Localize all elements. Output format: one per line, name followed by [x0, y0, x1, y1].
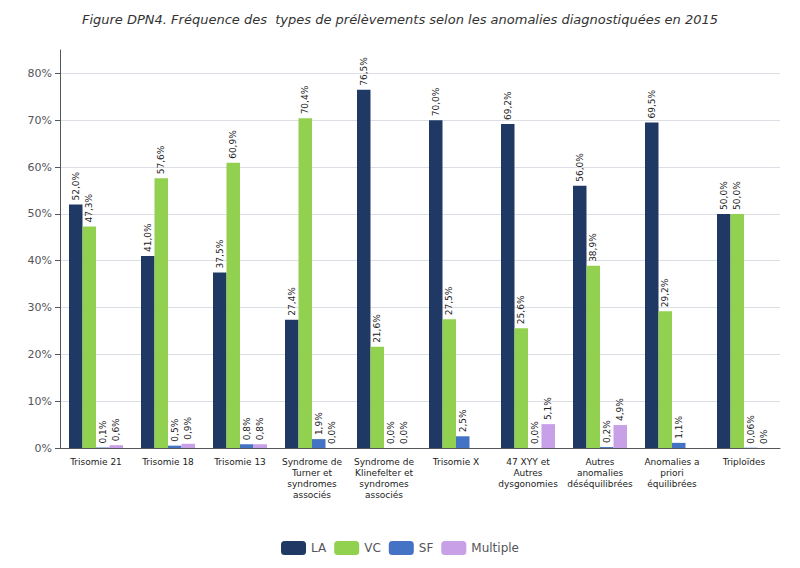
svg-text:29,2%: 29,2% — [660, 278, 670, 307]
svg-text:70,4%: 70,4% — [300, 85, 310, 114]
svg-text:Autres: Autres — [513, 468, 542, 478]
svg-text:Trisomie 13: Trisomie 13 — [213, 457, 266, 467]
svg-text:80%: 80% — [28, 67, 52, 80]
svg-text:25,6%: 25,6% — [516, 295, 526, 324]
svg-text:déséquilibrées: déséquilibrées — [567, 479, 633, 489]
svg-text:4,9%: 4,9% — [615, 398, 625, 421]
svg-text:associés: associés — [365, 490, 403, 500]
svg-text:1,9%: 1,9% — [314, 412, 324, 435]
svg-text:2,5%: 2,5% — [458, 409, 468, 432]
svg-text:0,9%: 0,9% — [183, 416, 193, 439]
svg-text:57,6%: 57,6% — [156, 145, 166, 174]
svg-text:Figure DPN4. Fréquence des ty: Figure DPN4. Fréquence des types de prél… — [82, 12, 718, 27]
svg-text:30%: 30% — [28, 301, 52, 314]
svg-text:Trisomie 21: Trisomie 21 — [69, 457, 122, 467]
svg-text:20%: 20% — [28, 348, 52, 361]
svg-text:0,1%: 0,1% — [98, 420, 108, 443]
svg-text:76,5%: 76,5% — [359, 57, 369, 86]
svg-text:0,6%: 0,6% — [111, 418, 121, 441]
svg-text:0%: 0% — [759, 429, 769, 444]
svg-text:syndromes: syndromes — [359, 479, 409, 489]
svg-text:Trisomie X: Trisomie X — [432, 457, 479, 467]
svg-text:40%: 40% — [28, 254, 52, 267]
svg-text:dysgonomies: dysgonomies — [498, 479, 558, 489]
svg-text:27,4%: 27,4% — [287, 287, 297, 316]
svg-text:0,0%: 0,0% — [386, 421, 396, 444]
svg-text:0,2%: 0,2% — [602, 420, 612, 443]
svg-text:0%: 0% — [35, 442, 52, 455]
svg-text:Multiple: Multiple — [471, 541, 519, 555]
svg-text:Triploïdes: Triploïdes — [722, 457, 766, 467]
svg-text:équilibrées: équilibrées — [647, 479, 697, 489]
svg-text:0,8%: 0,8% — [242, 417, 252, 440]
svg-text:50,0%: 50,0% — [732, 181, 742, 210]
svg-text:60%: 60% — [28, 161, 52, 174]
svg-text:Syndrome de: Syndrome de — [282, 457, 342, 467]
svg-text:syndromes: syndromes — [287, 479, 337, 489]
svg-text:27,5%: 27,5% — [444, 286, 454, 315]
svg-text:5,1%: 5,1% — [543, 397, 553, 420]
svg-text:0,0%: 0,0% — [327, 421, 337, 444]
svg-text:47 XYY et: 47 XYY et — [506, 457, 550, 467]
svg-text:50%: 50% — [28, 207, 52, 220]
svg-text:associés: associés — [293, 490, 331, 500]
svg-text:69,2%: 69,2% — [503, 91, 513, 120]
svg-text:VC: VC — [364, 541, 381, 555]
svg-text:50,0%: 50,0% — [719, 181, 729, 210]
svg-text:21,6%: 21,6% — [372, 314, 382, 343]
svg-text:52,0%: 52,0% — [71, 171, 81, 200]
svg-text:LA: LA — [311, 541, 327, 555]
svg-text:0,06%: 0,06% — [746, 415, 756, 444]
svg-text:Klinefelter et: Klinefelter et — [355, 468, 414, 478]
svg-text:anomalies: anomalies — [577, 468, 624, 478]
svg-text:70%: 70% — [28, 114, 52, 127]
svg-text:priori: priori — [660, 468, 684, 478]
svg-text:Syndrome de: Syndrome de — [354, 457, 414, 467]
svg-text:Trisomie 18: Trisomie 18 — [141, 457, 194, 467]
svg-text:0,5%: 0,5% — [170, 418, 180, 441]
svg-text:Anomalies a: Anomalies a — [644, 457, 699, 467]
svg-text:0,0%: 0,0% — [399, 421, 409, 444]
svg-text:47,3%: 47,3% — [84, 193, 94, 222]
svg-text:69,5%: 69,5% — [647, 90, 657, 119]
svg-text:37,5%: 37,5% — [215, 239, 225, 268]
svg-text:56,0%: 56,0% — [575, 153, 585, 182]
svg-text:SF: SF — [419, 541, 434, 555]
svg-text:Autres: Autres — [585, 457, 614, 467]
svg-text:0,8%: 0,8% — [255, 417, 265, 440]
svg-text:Turner et: Turner et — [291, 468, 333, 478]
svg-text:1,1%: 1,1% — [674, 416, 684, 439]
svg-text:0,0%: 0,0% — [530, 421, 540, 444]
svg-text:60,9%: 60,9% — [228, 130, 238, 159]
svg-text:41,0%: 41,0% — [143, 223, 153, 252]
svg-text:70,0%: 70,0% — [431, 87, 441, 116]
svg-text:38,9%: 38,9% — [588, 233, 598, 262]
svg-text:10%: 10% — [28, 395, 52, 408]
